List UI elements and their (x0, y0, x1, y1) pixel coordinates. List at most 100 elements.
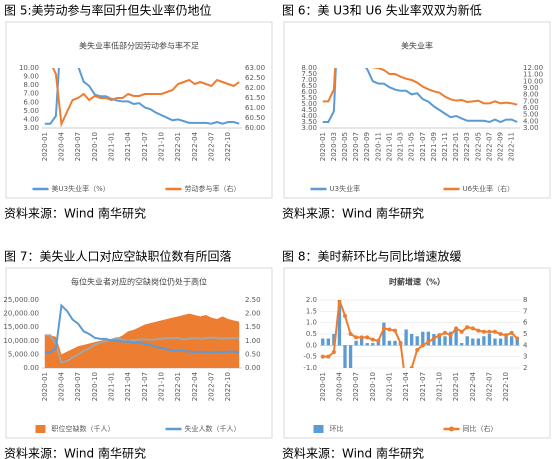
plot (322, 68, 518, 124)
legend-label: U3失业率 (330, 184, 361, 193)
bar (493, 338, 497, 346)
x-tick-label: 2020-10 (369, 372, 377, 401)
line-marker (431, 336, 436, 341)
y-tick-label: 10.00 (19, 64, 39, 72)
line-marker (398, 341, 403, 346)
y2-tick-label: 62.00 (245, 84, 265, 92)
x-tick-label: 2022-11 (508, 132, 516, 161)
x-tick-label: 2022-04 (191, 371, 199, 401)
x-tick-label: 2020-01 (319, 372, 327, 401)
bar (471, 338, 475, 346)
chart-title: 美失业率低部分因劳动参与率不足 (79, 41, 199, 51)
source: 资料来源：Wind 南华研究 (282, 206, 424, 221)
x-tick-label: 2020-07 (74, 132, 82, 161)
y2-tick-label: 6.00 (523, 104, 539, 112)
y-tick-label: 0.5 (306, 330, 317, 338)
y-tick-label: 2.0 (306, 296, 317, 304)
x-tick-label: 2021-01 (385, 132, 393, 161)
line (44, 334, 240, 364)
y2-tick-label: 5 (523, 330, 527, 338)
legend-label: 同比（右） (463, 424, 498, 433)
y-tick-label: 6.00 (301, 88, 317, 96)
caption: 图 7：美失业人口对应空缺职位数有所回落 (4, 249, 231, 264)
x-tick-label: 2021-05 (408, 132, 416, 161)
x-tick-label: 2022-01 (174, 372, 182, 401)
legend-label: 美U3失业率（%） (52, 184, 110, 193)
bar (476, 338, 480, 346)
bar (460, 343, 464, 346)
bar (465, 336, 469, 346)
bar (443, 336, 447, 346)
y-tick-label: 0.00 (23, 364, 39, 372)
bar (360, 338, 364, 346)
y2-tick-label: 1.00 (245, 337, 261, 345)
line (44, 68, 240, 125)
y-tick-label: 7.50 (301, 70, 317, 78)
bar (515, 338, 519, 346)
y-tick-label: 5,000.00 (8, 350, 39, 358)
y-tick-label: 3.00 (23, 124, 39, 132)
y2-tick-label: 7 (523, 307, 527, 315)
x-tick-label: 2022-01 (174, 132, 182, 161)
x-tick-label: 2022-07 (207, 372, 215, 401)
y-tick-label: 0.0 (306, 341, 317, 349)
x-tick-label: 2020-11 (374, 132, 382, 161)
line-marker (331, 350, 336, 355)
bar (410, 334, 414, 346)
caption: 图 8：美时薪环比与同比增速放缓 (282, 249, 461, 264)
line-marker (359, 335, 364, 340)
x-tick-label: 2022-05 (474, 132, 482, 161)
chart-frame (283, 21, 551, 199)
bar (510, 336, 514, 346)
y-tick-label: -1.0 (303, 364, 317, 372)
bar (487, 334, 492, 346)
y-tick-label: 1.0 (306, 319, 317, 327)
y-tick-label: 3.50 (301, 118, 317, 126)
x-tick-label: 2020-09 (363, 132, 371, 161)
line-marker (509, 330, 514, 335)
y2-tick-label: 0.50 (245, 350, 261, 358)
line-marker (493, 329, 497, 334)
plot (44, 68, 240, 128)
x-tick-label: 2020-04 (57, 131, 65, 161)
line-marker (448, 333, 453, 338)
plot (44, 303, 240, 368)
bar (387, 340, 392, 346)
y-tick-label: 8.00 (301, 64, 317, 72)
bar (426, 331, 430, 346)
x-tick-label: 2021-09 (430, 132, 438, 161)
chart-title: 美失业率 (401, 41, 433, 51)
y2-tick-label: 12.00 (523, 64, 543, 72)
x-tick-label: 2021-01 (107, 372, 115, 401)
x-tick-label: 2022-04 (469, 371, 477, 401)
area (44, 313, 240, 368)
y-tick-label: 4.50 (301, 106, 317, 114)
y-tick-label: 3.00 (301, 124, 317, 132)
y2-tick-label: 61.00 (245, 104, 265, 112)
line-marker (348, 332, 353, 336)
bar (371, 343, 375, 346)
y-tick-label: 25,000.00 (3, 296, 39, 304)
line-marker (515, 336, 520, 341)
x-tick-label: 2021-07 (419, 132, 427, 161)
line-marker (459, 329, 464, 334)
bar (504, 336, 508, 346)
chart-title: 每位失业者对应的空缺岗位仍处于高位 (71, 277, 207, 287)
source: 资料来源：Wind 南华研究 (282, 446, 424, 459)
line-marker (326, 354, 331, 359)
x-tick-label: 2020-01 (41, 132, 49, 161)
y-tick-label: 5.00 (301, 100, 317, 108)
x-tick-label: 2021-01 (107, 132, 115, 161)
line-marker (415, 347, 420, 352)
y2-tick-label: 60.00 (245, 124, 265, 132)
y2-tick-label: 1.50 (245, 323, 261, 331)
bar (482, 336, 486, 346)
x-tick-label: 2021-10 (157, 372, 165, 401)
line-marker (370, 337, 375, 342)
bar (354, 340, 358, 346)
line-marker (443, 330, 447, 335)
line-marker (426, 339, 431, 344)
x-tick-label: 2021-04 (124, 131, 132, 161)
bar (376, 340, 380, 346)
